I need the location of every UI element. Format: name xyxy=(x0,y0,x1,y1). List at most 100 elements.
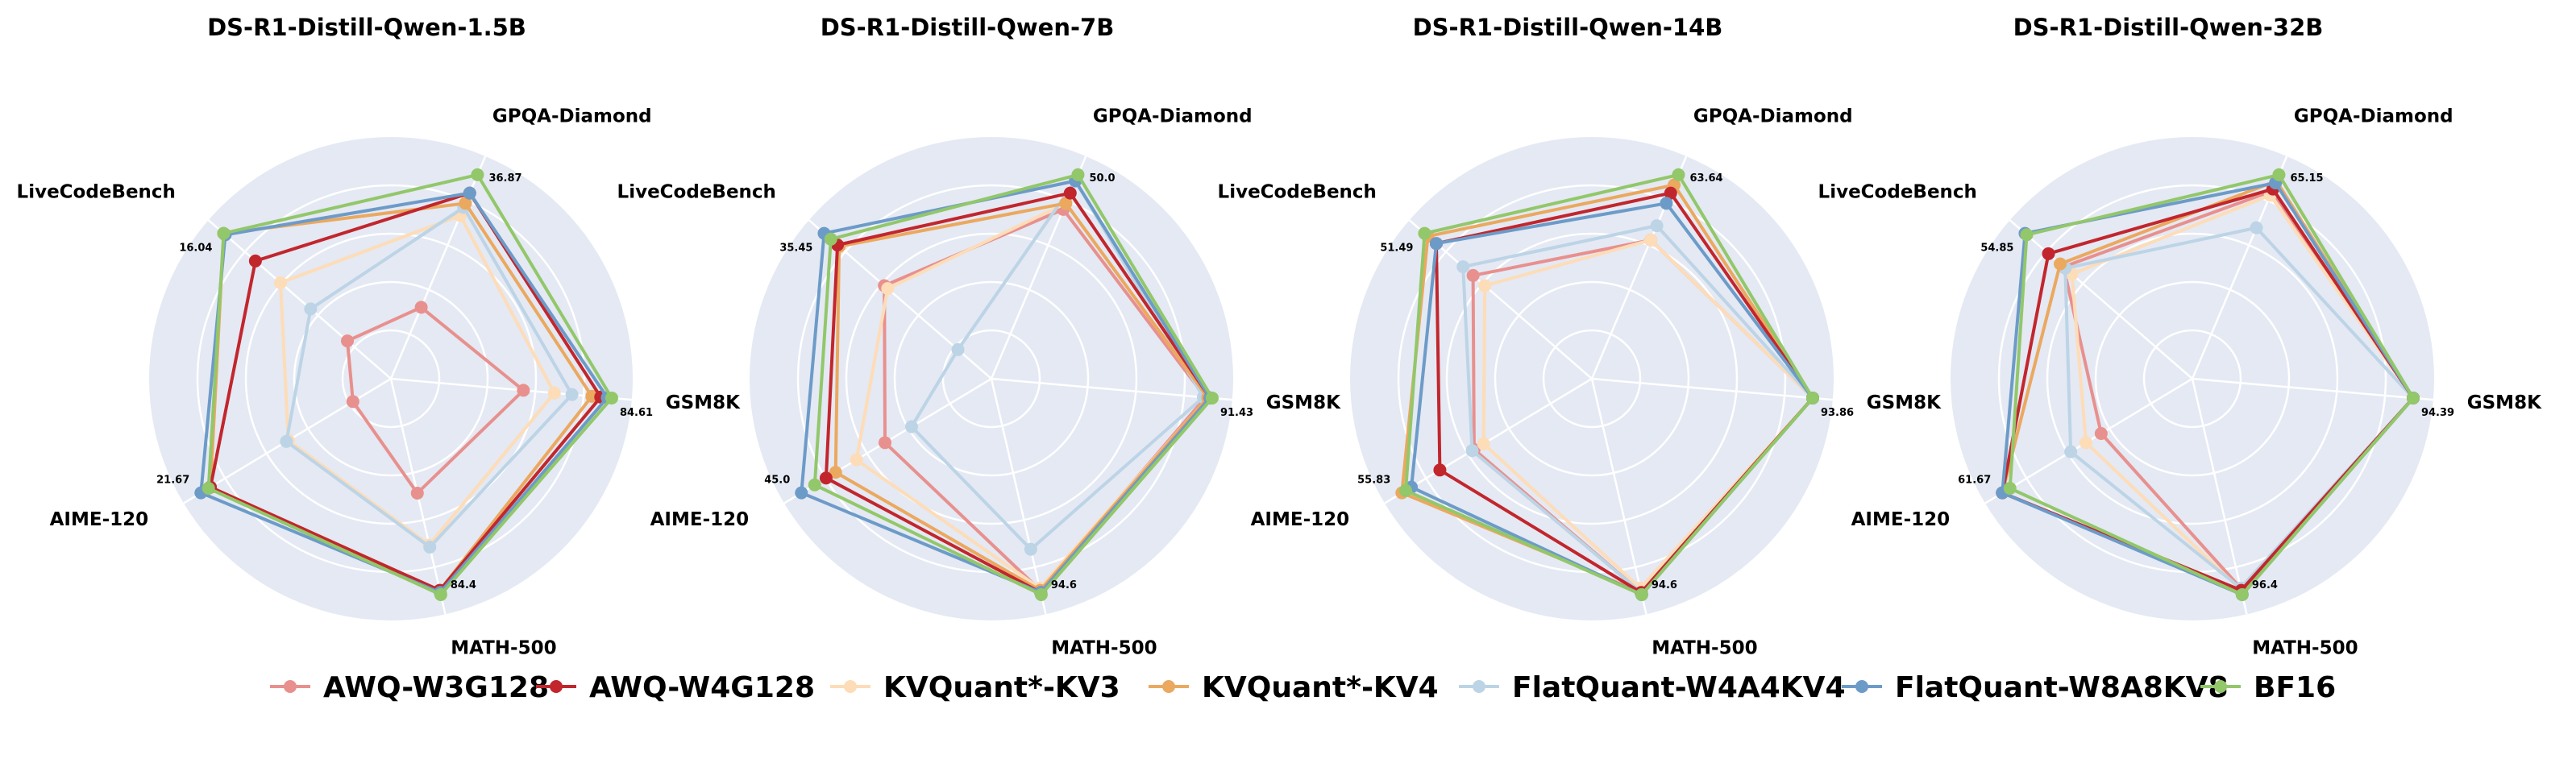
series-bf16 xyxy=(202,168,618,601)
axis-label-math-500: MATH-500 xyxy=(1051,638,1157,659)
data-point-gsm8k xyxy=(547,386,561,400)
series-line xyxy=(2001,187,2415,592)
axis-label-gsm8k: GSM8K xyxy=(1867,392,1942,413)
data-point-livecodebench xyxy=(341,334,355,348)
data-point-livecodebench xyxy=(1429,237,1443,251)
data-point-math-500 xyxy=(2235,587,2249,601)
data-point-livecodebench xyxy=(1478,279,1492,292)
data-point-gsm8k xyxy=(2406,391,2420,405)
grid-ring-2 xyxy=(1494,280,1690,477)
peak-value-math-500: 94.6 xyxy=(1051,579,1077,591)
peak-value-gsm8k: 84.61 xyxy=(620,407,653,419)
peak-value-livecodebench: 54.85 xyxy=(1980,243,2013,255)
data-point-livecodebench xyxy=(248,254,262,268)
data-point-aime-120 xyxy=(1477,437,1490,450)
legend-label: KVQuant*-KV4 xyxy=(1202,671,1439,704)
data-point-gpqa-diamond xyxy=(459,197,472,210)
data-point-aime-120 xyxy=(850,453,863,467)
data-point-gsm8k xyxy=(1205,391,1219,405)
grid-ring-2 xyxy=(2094,280,2291,477)
legend-marker xyxy=(1473,680,1485,693)
data-point-gpqa-diamond xyxy=(414,301,428,314)
peak-value-aime-120: 45.0 xyxy=(764,475,790,487)
axis-label-aime-120: AIME-120 xyxy=(650,509,750,530)
grid-ring-3 xyxy=(244,232,538,525)
legend-label: AWQ-W4G128 xyxy=(589,671,815,704)
axis-label-livecodebench: LiveCodeBench xyxy=(17,182,176,203)
data-point-aime-120 xyxy=(829,466,842,479)
series-line xyxy=(279,214,556,547)
data-point-livecodebench xyxy=(274,276,288,289)
chart-title: DS-R1-Distill-Qwen-7B xyxy=(821,14,1115,41)
peak-value-gpqa-diamond: 50.0 xyxy=(1089,172,1115,185)
radar-chart-1: DS-R1-Distill-Qwen-1.5B GSM8K GPQA-Diamond… xyxy=(17,14,742,659)
data-point-math-500 xyxy=(423,541,437,554)
legend-item-awq-w4g128: AWQ-W4G128 xyxy=(536,671,815,704)
data-point-gpqa-diamond xyxy=(1644,233,1658,247)
axis-label-livecodebench: LiveCodeBench xyxy=(617,182,776,203)
data-point-livecodebench xyxy=(951,342,965,356)
series-line xyxy=(206,172,613,596)
chart-title: DS-R1-Distill-Qwen-32B xyxy=(2013,14,2324,41)
data-point-gpqa-diamond xyxy=(1650,219,1664,233)
legend-marker xyxy=(2214,680,2227,693)
data-point-aime-120 xyxy=(808,478,821,492)
series-line xyxy=(812,172,1214,596)
data-point-aime-120 xyxy=(280,434,293,448)
peak-value-gpqa-diamond: 65.15 xyxy=(2290,172,2323,185)
axis-label-gpqa-diamond: GPQA-Diamond xyxy=(492,106,652,127)
data-point-gpqa-diamond xyxy=(1672,168,1685,181)
axis-label-aime-120: AIME-120 xyxy=(1851,509,1951,530)
data-point-gpqa-diamond xyxy=(1071,168,1085,181)
legend-marker xyxy=(284,680,297,693)
data-point-gpqa-diamond xyxy=(1063,186,1077,200)
legend-item-flatquant-w4a4kv4: FlatQuant-W4A4KV4 xyxy=(1459,671,1846,704)
data-point-gsm8k xyxy=(517,384,530,397)
axis-label-math-500: MATH-500 xyxy=(2252,638,2358,659)
data-point-gpqa-diamond xyxy=(1660,197,1673,210)
legend-label: FlatQuant-W4A4KV4 xyxy=(1512,671,1846,704)
grid-ring-1 xyxy=(941,329,1041,429)
data-point-aime-120 xyxy=(2079,436,2092,450)
axis-label-math-500: MATH-500 xyxy=(1652,638,1757,659)
data-point-math-500 xyxy=(1635,587,1648,601)
peak-value-gsm8k: 94.39 xyxy=(2421,407,2454,419)
data-point-aime-120 xyxy=(346,395,359,409)
data-point-aime-120 xyxy=(1398,483,1412,497)
peak-value-aime-120: 55.83 xyxy=(1357,475,1390,487)
data-point-math-500 xyxy=(434,587,447,601)
axis-label-gpqa-diamond: GPQA-Diamond xyxy=(1693,106,1853,127)
data-point-gpqa-diamond xyxy=(1664,186,1677,200)
peak-value-math-500: 84.4 xyxy=(451,579,476,591)
legend-label: FlatQuant-W8A8KV8 xyxy=(1895,671,2229,704)
legend-marker xyxy=(550,680,563,693)
peak-value-livecodebench: 51.49 xyxy=(1380,243,1413,255)
legend-label: AWQ-W3G128 xyxy=(323,671,549,704)
legend-marker xyxy=(1855,680,1868,693)
peak-value-aime-120: 21.67 xyxy=(156,475,189,487)
data-point-livecodebench xyxy=(1418,226,1431,240)
spoke-livecodebench xyxy=(207,219,392,380)
spoke-gsm8k xyxy=(2192,377,2433,401)
spoke-math-500 xyxy=(1590,378,1647,615)
peak-value-gpqa-diamond: 63.64 xyxy=(1689,172,1722,185)
grid-ring-1 xyxy=(2142,329,2242,429)
grid-ring-2 xyxy=(293,280,489,477)
data-point-livecodebench xyxy=(304,302,318,316)
data-point-livecodebench xyxy=(2054,257,2067,271)
axis-label-aime-120: AIME-120 xyxy=(50,509,149,530)
peak-value-gsm8k: 91.43 xyxy=(1220,407,1253,419)
series-line xyxy=(1404,172,1814,596)
peak-value-gsm8k: 93.86 xyxy=(1821,407,1854,419)
data-point-aime-120 xyxy=(202,481,215,495)
axis-label-math-500: MATH-500 xyxy=(451,638,556,659)
peak-value-math-500: 96.4 xyxy=(2252,579,2278,591)
data-point-aime-120 xyxy=(904,420,918,434)
peak-value-math-500: 94.6 xyxy=(1652,579,1677,591)
data-point-aime-120 xyxy=(2003,481,2017,495)
spoke-gsm8k xyxy=(991,377,1232,401)
series-line xyxy=(833,201,1210,592)
radar-chart-3: DS-R1-Distill-Qwen-14B GSM8K GPQA-Diamond L… xyxy=(1218,14,1942,659)
legend-item-kvquant-kv4: KVQuant*-KV4 xyxy=(1149,671,1439,704)
legend-item-kvquant-kv3: KVQuant*-KV3 xyxy=(830,671,1120,704)
